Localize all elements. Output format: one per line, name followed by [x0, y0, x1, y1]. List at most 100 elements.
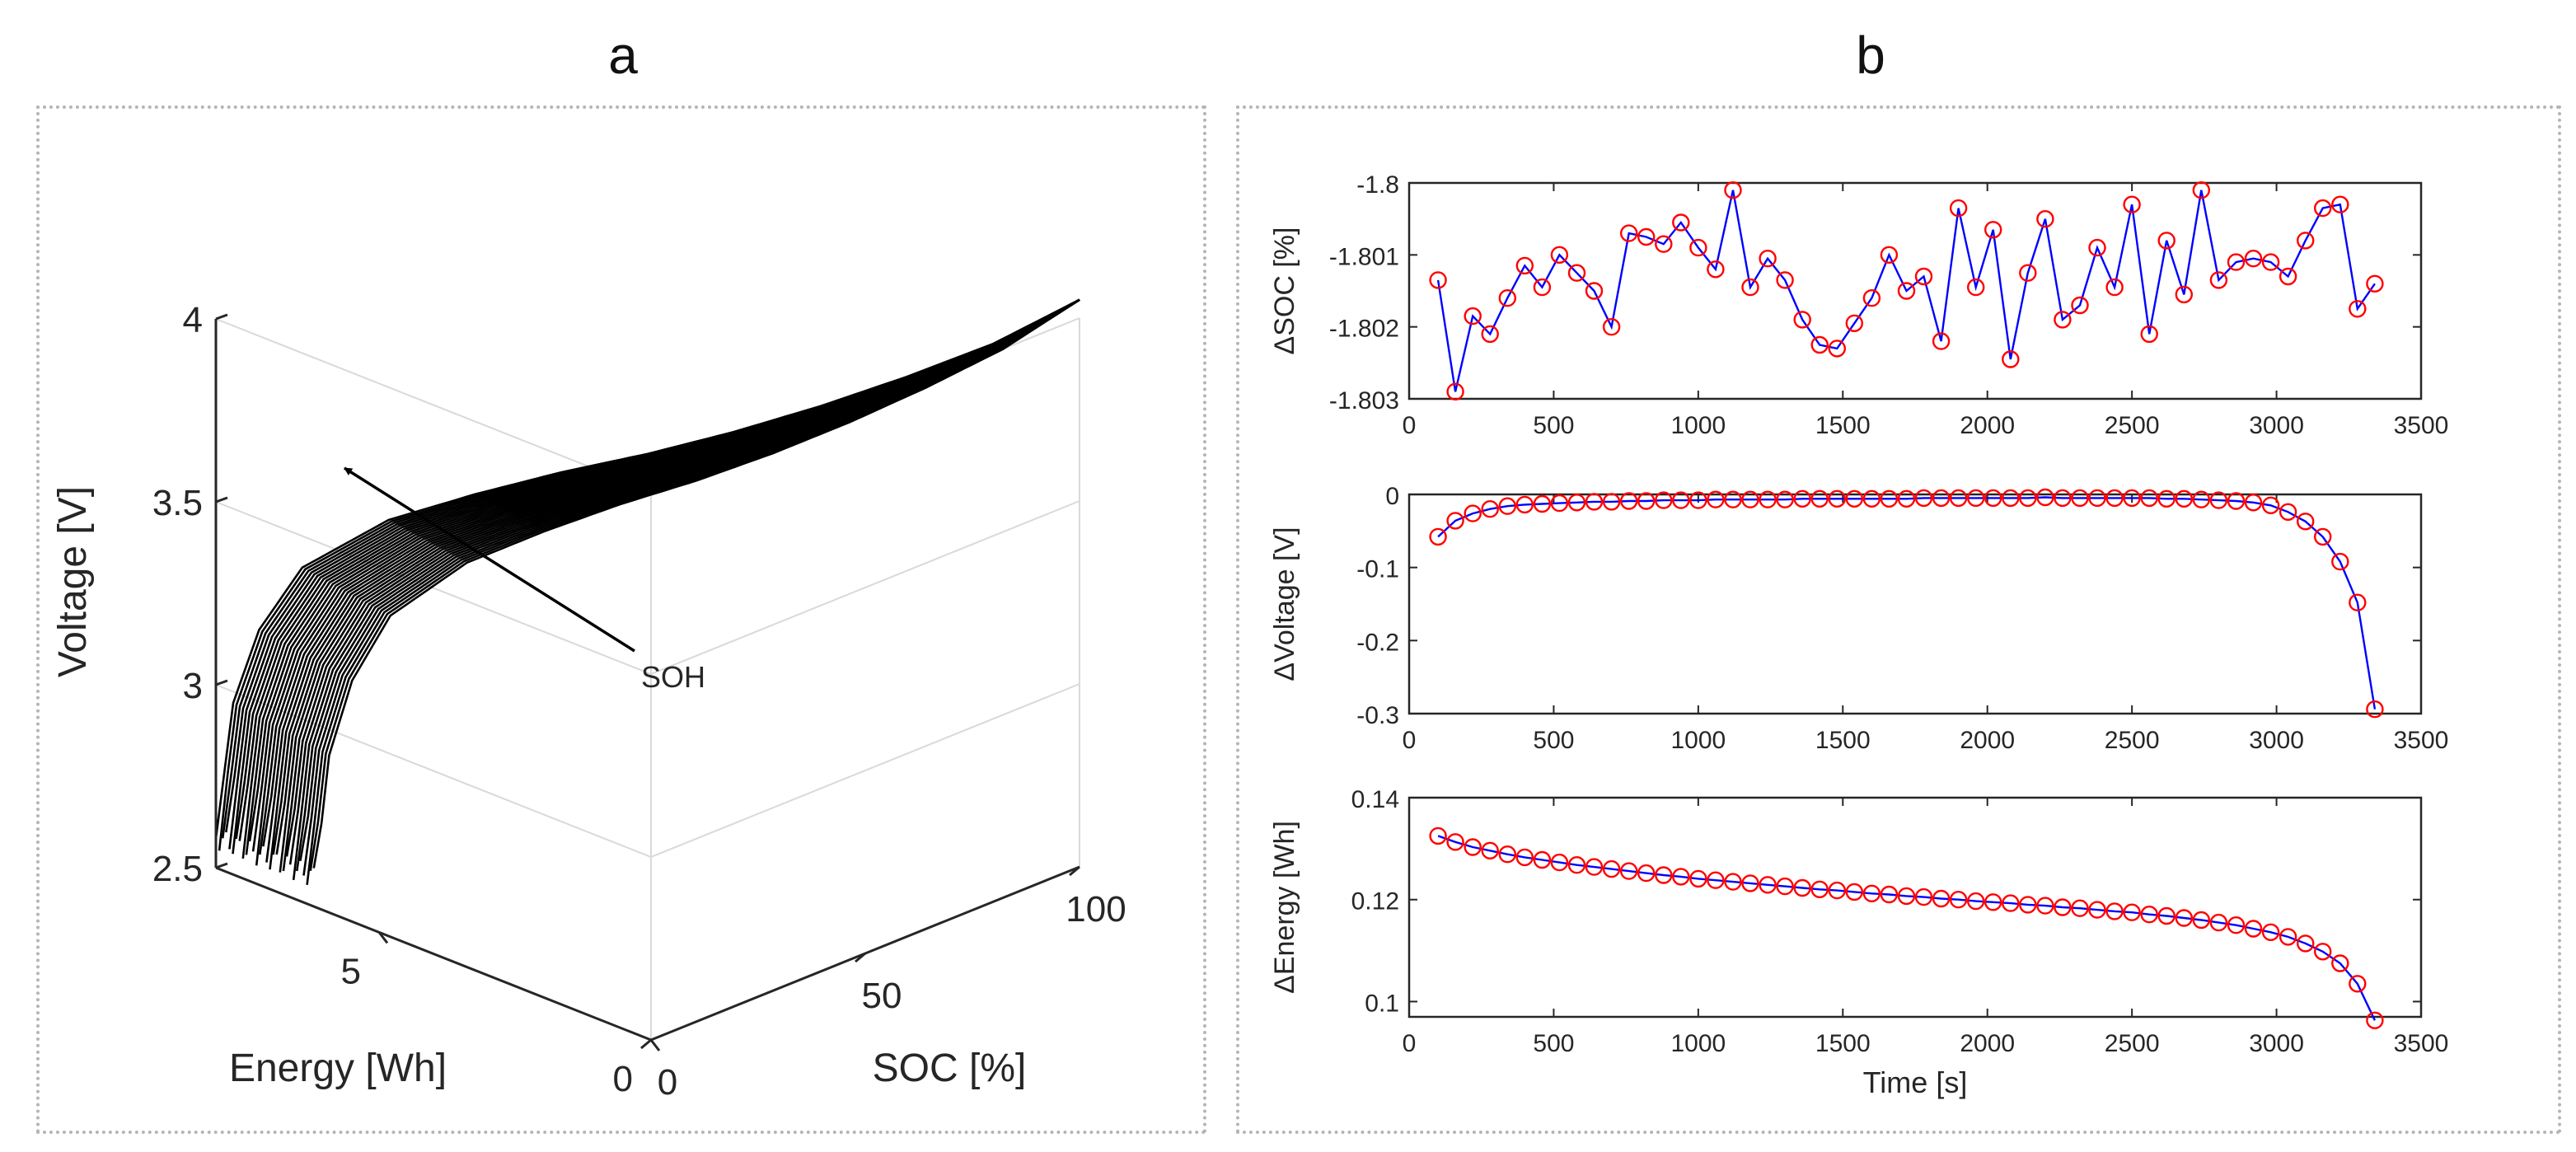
data-point	[2071, 899, 2089, 917]
plot-area	[1407, 493, 2423, 715]
data-point	[2366, 274, 2384, 293]
panel-a-curves	[214, 298, 1080, 885]
panel-a-z-tick	[215, 679, 228, 686]
data-point	[2349, 975, 2367, 993]
data-point	[2071, 489, 2089, 508]
data-point	[1966, 489, 1985, 508]
data-point	[2123, 903, 2141, 921]
panel-a-z-tick	[215, 496, 228, 503]
data-point	[1637, 864, 1656, 883]
data-point	[1897, 282, 1916, 300]
x-tick-label: 2000	[1960, 727, 2015, 754]
panel-a-soc-tick	[855, 952, 866, 963]
x-tick-label: 2500	[2105, 727, 2160, 754]
panel-b-label: b	[1856, 26, 1885, 85]
data-point	[2349, 300, 2367, 318]
data-point	[1550, 853, 1569, 872]
soh-arrow	[344, 466, 635, 653]
x-tick-label: 500	[1533, 1030, 1574, 1057]
data-point	[1984, 221, 2002, 239]
panel-a-energy-tick	[649, 1039, 661, 1051]
data-point	[1689, 869, 1707, 888]
data-point	[2002, 894, 2020, 912]
data-point	[1602, 493, 1621, 511]
data-point	[1515, 848, 1534, 867]
panel-b-energy-chart: 0 500 1000 1500 2000 2500 3000 3500 0.14 0.12 0.1 Δ…	[1269, 786, 2448, 1099]
data-point	[1914, 267, 1933, 286]
data-point	[1498, 289, 1517, 307]
data-point	[1498, 845, 1517, 864]
panel-a-z-tick-label: 3.5	[152, 483, 203, 523]
data-point	[2279, 928, 2297, 946]
data-point	[1724, 490, 1742, 508]
x-tick-label: 0	[1403, 1030, 1417, 1057]
data-point	[2002, 350, 2020, 368]
data-point	[1880, 885, 1899, 904]
x-tick-label: 1000	[1670, 1030, 1726, 1057]
data-point	[1464, 504, 1482, 522]
data-point	[2192, 911, 2211, 930]
data-point	[1914, 887, 1933, 906]
data-point	[1585, 282, 1604, 300]
data-point	[2105, 278, 2124, 297]
y-tick-label: 0	[1385, 483, 1399, 510]
data-point	[2123, 489, 2141, 508]
data-point	[2261, 923, 2280, 942]
data-point	[1845, 883, 1864, 901]
panel-a-energy-tick-label: 5	[341, 951, 361, 991]
data-point	[1550, 246, 1569, 264]
data-point	[1707, 871, 1725, 889]
data-point	[1585, 493, 1604, 511]
data-point	[2019, 264, 2037, 282]
data-point	[1776, 490, 1794, 508]
data-point	[1914, 489, 1933, 508]
voltage-curve	[225, 298, 1080, 833]
data-point	[1810, 335, 1829, 354]
data-point	[2071, 296, 2089, 315]
data-point	[2054, 311, 2072, 329]
data-point	[1585, 858, 1604, 876]
y-tick-label: -0.3	[1356, 702, 1399, 729]
data-point	[1602, 859, 1621, 878]
panel-a-energy-tick	[377, 931, 389, 944]
y-tick-label: -0.2	[1356, 629, 1399, 656]
data-point	[1707, 490, 1725, 508]
voltage-curve	[285, 298, 1080, 857]
data-point	[1810, 880, 1829, 899]
data-point	[1637, 492, 1656, 510]
panel-b-soc-chart: 0 500 1000 1500 2000 2500 3000 3500 -1.8 -1.801 -1…	[1269, 171, 2448, 439]
data-point	[2261, 253, 2280, 271]
data-point	[1966, 278, 1985, 297]
data-point	[1429, 271, 1447, 289]
data-point	[2227, 253, 2246, 271]
data-point	[2279, 503, 2297, 521]
data-point	[1515, 495, 1534, 514]
voltage-curve	[232, 298, 1080, 855]
data-point	[1984, 893, 2002, 911]
x-tick-label: 1500	[1815, 727, 1871, 754]
data-point	[2105, 489, 2124, 508]
x-tick-label: 3000	[2249, 727, 2304, 754]
data-point	[2054, 489, 2072, 508]
x-tick-label: 3500	[2394, 1030, 2449, 1057]
data-point	[1619, 862, 1638, 880]
data-point	[2244, 250, 2263, 268]
data-point	[2209, 271, 2228, 289]
data-point	[2244, 920, 2263, 938]
panel-a-z-tick-label: 3	[183, 666, 203, 706]
data-point	[1776, 877, 1794, 896]
data-point	[1481, 500, 1499, 518]
panel-a-frame	[36, 105, 1206, 1134]
x-tick-label: 1000	[1670, 412, 1726, 439]
x-tick-label: 3000	[2249, 412, 2304, 439]
data-point	[1862, 884, 1881, 903]
x-tick-label: 3000	[2249, 1030, 2304, 1057]
y-axis-label: ΔEnergy [Wh]	[1269, 821, 1300, 994]
voltage-curve	[279, 298, 1080, 873]
y-tick-label: 0.14	[1351, 786, 1399, 813]
data-point	[1862, 489, 1881, 508]
y-tick-label: -1.802	[1329, 316, 1399, 343]
data-point	[2227, 916, 2246, 934]
panel-a-gridline	[215, 683, 1080, 859]
data-point	[2140, 325, 2158, 344]
